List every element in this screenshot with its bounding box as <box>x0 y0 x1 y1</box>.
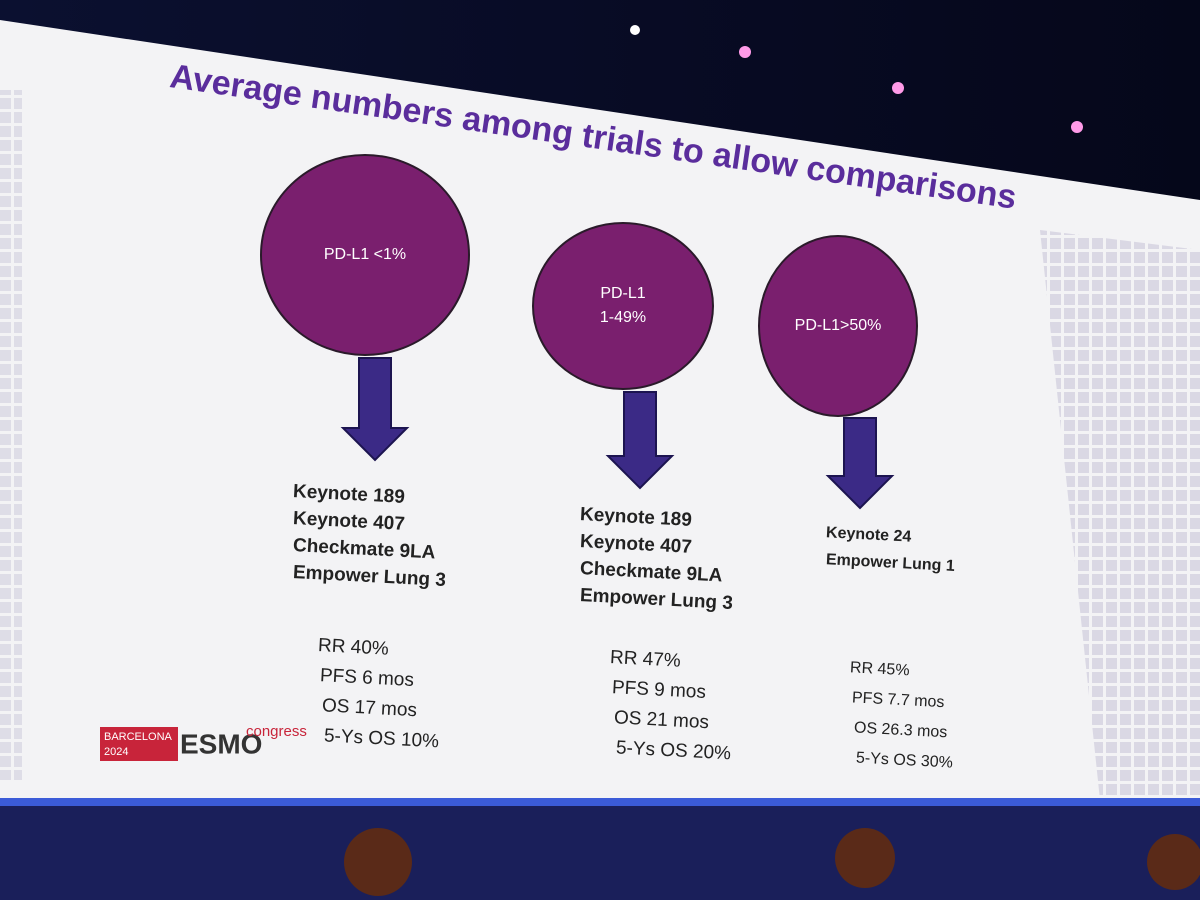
stage-light <box>739 46 751 58</box>
pd-l1-circle <box>758 235 918 417</box>
pd-l1-circle <box>532 222 714 390</box>
logo: BARCELONA 2024 ESMO congress <box>100 723 307 761</box>
stat-line: OS 17 mos <box>321 695 417 721</box>
spotlight <box>344 828 412 896</box>
trial-name: Empower Lung 1 <box>826 551 956 575</box>
logo-year: 2024 <box>104 746 128 758</box>
spotlight <box>835 828 895 888</box>
arrow <box>340 357 410 462</box>
logo-event: congress <box>246 723 307 740</box>
pd-l1-circle <box>260 154 470 356</box>
spotlight <box>1147 834 1200 890</box>
stat-line: OS 21 mos <box>613 707 709 733</box>
column: PD-L1>50% Keynote 24 Empower Lung 1 RR 45% P… <box>758 235 956 772</box>
stat-line: OS 26.3 mos <box>854 719 948 741</box>
stage-light <box>1071 121 1083 133</box>
stat-line: RR 45% <box>850 659 910 679</box>
stat-line: PFS 7.7 mos <box>852 689 945 711</box>
arrow <box>605 391 675 490</box>
slide-pattern <box>0 90 22 780</box>
stat-line: PFS 6 mos <box>319 665 414 691</box>
circle-label: PD-L1 <box>600 285 645 302</box>
stat-line: RR 47% <box>609 647 681 672</box>
stat-line: 5-Ys OS 30% <box>856 750 954 772</box>
logo-city: BARCELONA <box>104 731 173 743</box>
circle-label: 1-49% <box>600 309 646 326</box>
screen-edge <box>0 798 1200 806</box>
logo-brand: ESMO <box>180 728 262 759</box>
circle-label: PD-L1>50% <box>795 317 882 334</box>
stat-line: RR 40% <box>317 635 389 660</box>
circle-label: PD-L1 <1% <box>324 246 406 263</box>
logo-box <box>100 727 178 761</box>
slide-pattern <box>1040 230 1200 800</box>
stage-floor <box>0 806 1200 900</box>
stage-light <box>630 25 640 35</box>
stat-line: PFS 9 mos <box>611 677 706 703</box>
stage-light <box>892 82 904 94</box>
arrow <box>825 417 895 510</box>
trial-name: Keynote 24 <box>826 524 912 545</box>
